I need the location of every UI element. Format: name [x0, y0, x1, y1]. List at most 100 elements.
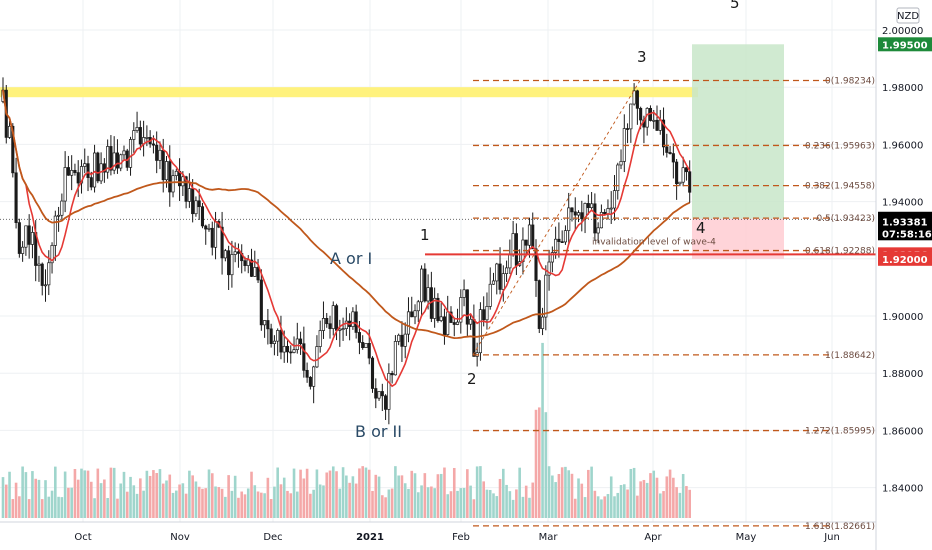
volume-bar: [668, 469, 672, 518]
volume-bar: [430, 486, 433, 518]
volume-bar: [400, 475, 404, 518]
candle-body: [612, 190, 617, 209]
candle-body: [200, 206, 205, 227]
volume-bar: [377, 476, 381, 518]
time-axis[interactable]: Oct Nov Dec 2021 Feb Mar Apr May Jun: [0, 521, 876, 543]
take-profit-zone: [692, 44, 784, 219]
candle-body: [377, 391, 381, 399]
ma-slow-line: [2, 90, 691, 340]
volume-bar: [214, 486, 217, 518]
fib-level-label: 1(1.88642): [825, 351, 875, 361]
volume-bar: [528, 497, 531, 518]
fib-level-label: 0.618(1.92288): [805, 247, 875, 257]
volume-bar: [685, 486, 688, 518]
price-axis[interactable]: NZD 2.00000 1.98000 1.96000 1.94000 1.92000 1.…: [875, 0, 932, 550]
volume-bar: [109, 467, 113, 518]
candle-body: [227, 250, 231, 276]
stop-loss-zone: [692, 218, 784, 259]
volume-bar: [358, 468, 361, 518]
candle-body: [678, 181, 682, 185]
candle-body: [576, 212, 581, 216]
candle-body: [263, 320, 267, 326]
volume-bar: [636, 495, 639, 518]
candle-body: [632, 90, 636, 105]
candle-body: [312, 366, 316, 387]
candle-body: [132, 130, 136, 140]
volume-bar: [675, 487, 678, 518]
candle-body: [452, 322, 456, 325]
candle-body: [57, 214, 61, 217]
candle-body: [289, 351, 293, 354]
volume-bar: [554, 482, 557, 518]
fib-level-label: 0.5(1.93423): [816, 214, 875, 224]
volume-bar: [557, 473, 561, 518]
volume-bar: [348, 482, 351, 518]
volume-bar: [44, 480, 47, 518]
volume-bar: [266, 477, 270, 518]
volume-bar: [374, 474, 378, 518]
candle-body: [66, 167, 70, 176]
volume-bar: [299, 469, 302, 518]
candle-body: [299, 338, 303, 345]
candle-body: [164, 161, 169, 181]
candle-body: [194, 200, 198, 215]
candle-body: [112, 152, 116, 171]
volume-bar: [345, 475, 348, 518]
volume-bar: [152, 470, 155, 518]
candle-body: [168, 161, 172, 193]
volume-bar: [132, 485, 136, 518]
candle-body: [207, 227, 211, 230]
candle-body: [86, 163, 90, 178]
price-tag-bg: [878, 251, 932, 266]
volume-bar: [54, 466, 57, 518]
volume-bar: [560, 467, 564, 518]
volume-bar: [286, 490, 289, 518]
candle-body: [639, 107, 643, 121]
volume-bar: [253, 485, 257, 518]
volume-bar: [197, 486, 201, 518]
volume-bar: [547, 466, 551, 518]
candle-body: [629, 103, 633, 130]
candle-body: [115, 152, 120, 169]
volume-bar: [201, 488, 204, 518]
candle-body: [328, 323, 332, 329]
volume-bar: [619, 485, 623, 518]
candle-body: [21, 246, 25, 254]
volume-bar: [207, 469, 211, 518]
volume-bar: [479, 466, 482, 518]
candle-body: [151, 143, 155, 146]
candle-body: [570, 207, 574, 213]
wave-label: 3: [637, 48, 647, 66]
volume-bar: [672, 477, 675, 518]
candle-body: [292, 349, 296, 353]
candle-body: [599, 211, 603, 229]
candle-body: [50, 245, 54, 264]
candle-body: [524, 239, 528, 246]
volume-bar: [639, 481, 642, 518]
candle-body: [370, 357, 375, 389]
candle-body: [397, 334, 401, 342]
volume-bar: [364, 467, 368, 518]
currency-badge: [896, 7, 920, 24]
candle-body: [609, 207, 613, 210]
volume-bar: [175, 490, 178, 518]
candle-body: [527, 224, 532, 246]
volume-bar: [318, 484, 322, 518]
volume-bar: [125, 491, 129, 518]
candle-body: [488, 283, 492, 307]
volume-bar: [145, 470, 149, 518]
candle-body: [158, 149, 162, 161]
candle-body: [89, 177, 93, 188]
volume-bar: [4, 484, 8, 518]
y-tick-label: 1.86000: [882, 426, 923, 437]
candle-body: [40, 263, 44, 286]
volume-bar: [181, 483, 185, 518]
y-tick-label: 1.98000: [882, 83, 923, 94]
x-tick-label: Nov: [170, 532, 190, 543]
volume-bar: [452, 467, 456, 518]
volume-bar: [459, 488, 463, 518]
volume-bar: [371, 490, 374, 518]
volume-bar: [191, 475, 194, 518]
volume-bar: [495, 496, 499, 518]
